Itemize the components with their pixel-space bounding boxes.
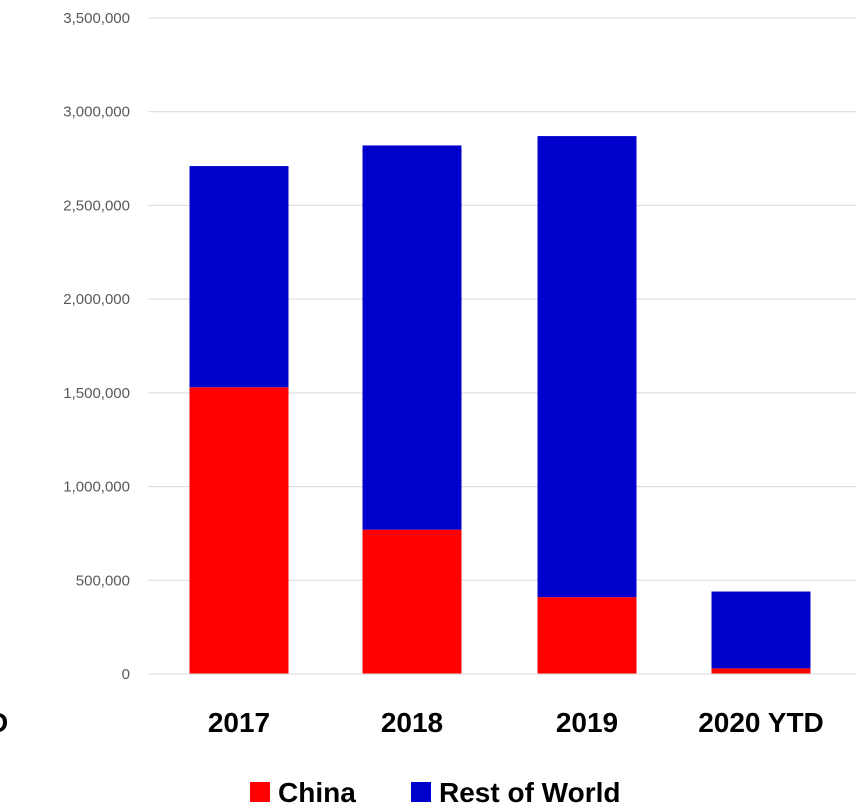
y-axis-tick-labels: 0 500,000 1,000,000 1,500,000 2,000,000 2,500…: [63, 10, 130, 683]
legend-label-china: China: [278, 777, 356, 808]
y-tick-label-0: 0: [122, 666, 130, 683]
legend: China Rest of World: [250, 777, 620, 808]
y-tick-label-2000000: 2,000,000: [63, 291, 130, 308]
legend-label-rest-of-world: Rest of World: [439, 777, 620, 808]
bar-china-2017: [189, 387, 289, 674]
x-category-label-2020-ytd: 2020 YTD: [698, 707, 824, 738]
x-category-label-2019: 2019: [556, 707, 618, 738]
legend-swatch-rest-of-world: [411, 782, 431, 802]
x-category-label-2018: 2018: [381, 707, 443, 738]
y-tick-label-1500000: 1,500,000: [63, 385, 130, 402]
y-tick-label-1000000: 1,000,000: [63, 479, 130, 496]
y-tick-label-3500000: 3,500,000: [63, 10, 130, 27]
x-axis-category-labels: 2017 2018 2019 2020 YTD: [208, 707, 824, 738]
bar-rest-of-world-2019: [537, 136, 637, 598]
bar-china-2018: [362, 529, 462, 674]
y-tick-label-500000: 500,000: [76, 572, 130, 589]
y-tick-label-2500000: 2,500,000: [63, 197, 130, 214]
bar-china-2020-ytd: [711, 668, 811, 674]
legend-swatch-china: [250, 782, 270, 802]
bar-china-2019: [537, 597, 637, 674]
x-category-label-2017: 2017: [208, 707, 270, 738]
bar-rest-of-world-2020-ytd: [711, 591, 811, 669]
bar-rest-of-world-2017: [189, 166, 289, 388]
bar-rest-of-world-2018: [362, 145, 462, 530]
clipped-category-label: D: [0, 707, 8, 738]
bars: [189, 136, 811, 674]
y-tick-label-3000000: 3,000,000: [63, 104, 130, 121]
